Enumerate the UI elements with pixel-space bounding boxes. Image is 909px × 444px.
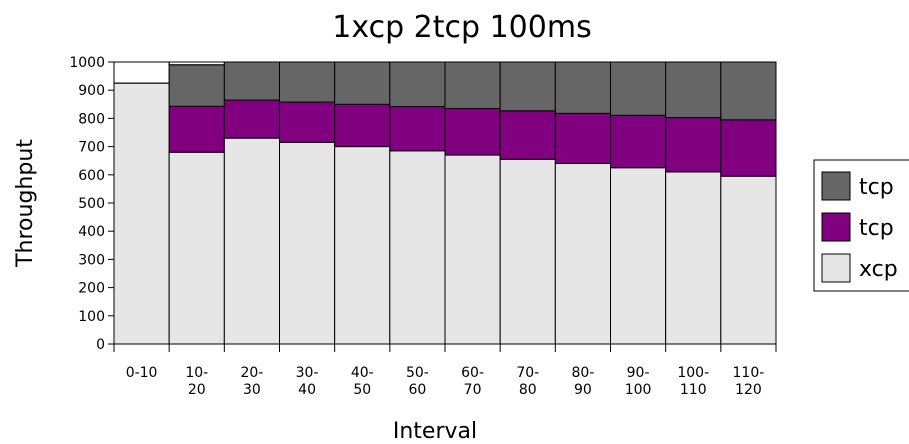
bar-tcp-3-6 — [444, 61, 501, 110]
axes-group: 0 100 200 300 400 500 600 700 800 900 1000 0-10 10-2… — [69, 55, 777, 398]
x-tick-label-8: 80-90 — [571, 365, 594, 398]
x-tick-label-6: 60-70 — [461, 365, 484, 398]
y-tick-label-1000: 1000 — [69, 55, 105, 71]
bar-xcp-1-10 — [665, 171, 722, 345]
y-axis-label: Throughput — [13, 139, 38, 268]
legend-label-tcp-3: tcp — [859, 175, 894, 200]
x-tick-label-11: 110-120 — [733, 365, 765, 398]
y-tick-label-900: 900 — [78, 83, 105, 99]
y-tick-label-600: 600 — [78, 168, 105, 184]
y-tick-label-100: 100 — [78, 309, 105, 325]
legend: tcp tcp xcp — [813, 159, 909, 292]
bar-tcp-2-8 — [554, 112, 611, 165]
bar-tcp-2-6 — [444, 108, 501, 156]
bar-tcp-3-8 — [554, 61, 611, 114]
bar-tcp-3-10 — [665, 61, 722, 119]
bar-xcp-1-9 — [610, 167, 667, 345]
bar-tcp-2-11 — [720, 119, 777, 177]
y-tick-label-200: 200 — [78, 281, 105, 297]
bar-xcp-1-4 — [334, 146, 391, 345]
bar-tcp-3-3 — [279, 61, 336, 103]
bars-group — [113, 61, 777, 345]
bar-xcp-1-3 — [279, 141, 336, 345]
bar-tcp-2-9 — [610, 114, 667, 169]
legend-swatch-tcp-2 — [821, 212, 851, 242]
y-tick-label-400: 400 — [78, 224, 105, 240]
x-tick-label-1: 10-20 — [185, 365, 208, 398]
y-tick-label-500: 500 — [78, 196, 105, 212]
x-tick-label-2: 20-30 — [240, 365, 263, 398]
legend-swatch-xcp-1 — [821, 253, 851, 283]
bar-xcp-1-11 — [720, 175, 777, 345]
bar-tcp-3-7 — [499, 61, 556, 112]
bar-tcp-2-2 — [223, 99, 280, 139]
y-tick-label-300: 300 — [78, 252, 105, 268]
bar-tcp-2-7 — [499, 110, 556, 160]
chart-title: 1xcp 2tcp 100ms — [332, 10, 591, 45]
bar-tcp-2-5 — [389, 106, 446, 152]
legend-label-xcp-1: xcp — [859, 257, 898, 282]
y-tick-label-700: 700 — [78, 140, 105, 156]
legend-label-tcp-2: tcp — [859, 216, 894, 241]
bar-tcp-3-9 — [610, 61, 667, 116]
bar-xcp-1-0 — [113, 82, 170, 345]
bar-tcp-2-4 — [334, 103, 391, 148]
bar-xcp-1-8 — [554, 163, 611, 345]
bar-outline-0 — [113, 61, 170, 84]
bar-tcp-2-3 — [279, 101, 336, 143]
x-axis-label: Interval — [393, 419, 477, 444]
x-tick-label-4: 40-50 — [351, 365, 374, 398]
x-tick-label-5: 50-60 — [406, 365, 429, 398]
bar-xcp-1-2 — [223, 137, 280, 345]
bar-tcp-2-10 — [665, 117, 722, 173]
bar-tcp-3-1 — [168, 64, 225, 107]
bar-xcp-1-1 — [168, 151, 225, 345]
bar-tcp-3-2 — [223, 61, 280, 101]
bar-tcp-3-5 — [389, 61, 446, 108]
x-tick-label-0: 0-10 — [126, 365, 158, 381]
y-tick-label-0: 0 — [96, 337, 105, 353]
legend-swatch-tcp-3 — [821, 171, 851, 201]
bar-outline-1 — [168, 61, 225, 66]
x-tick-label-7: 70-80 — [516, 365, 539, 398]
x-tick-label-3: 30-40 — [296, 365, 319, 398]
bar-tcp-3-4 — [334, 61, 391, 105]
bar-tcp-3-11 — [720, 61, 777, 121]
x-tick-label-9: 90-100 — [625, 365, 652, 398]
x-tick-label-10: 100-110 — [677, 365, 709, 398]
bar-xcp-1-5 — [389, 150, 446, 345]
bar-xcp-1-7 — [499, 158, 556, 345]
bar-tcp-2-1 — [168, 105, 225, 153]
y-tick-label-800: 800 — [78, 111, 105, 127]
bar-xcp-1-6 — [444, 154, 501, 345]
